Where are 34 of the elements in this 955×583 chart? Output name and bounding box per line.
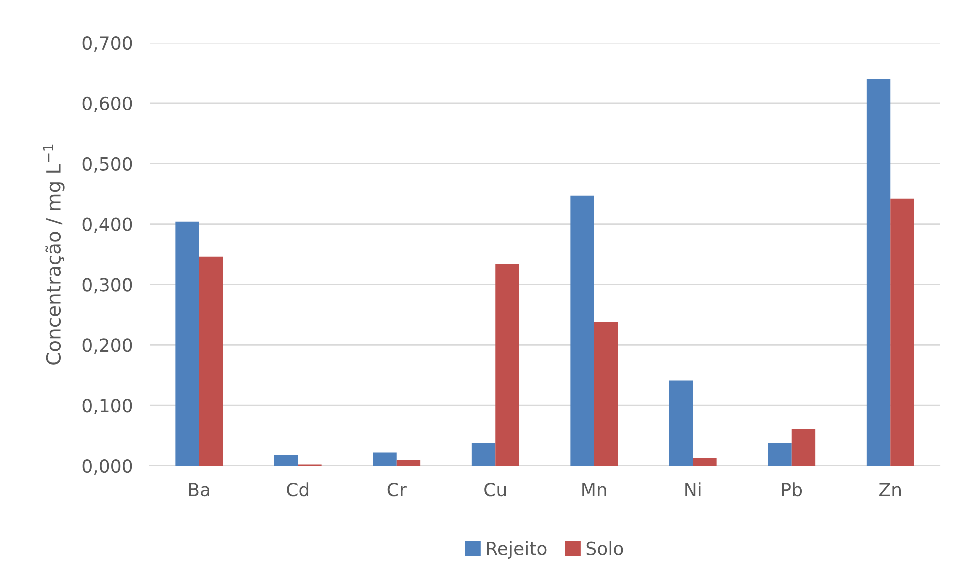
x-tick-label: Ni (686, 482, 701, 496)
y-tick-label: 0,100 (82, 399, 132, 415)
y-tick-label: 0,300 (82, 278, 132, 294)
bar (373, 452, 397, 466)
y-tick-label: 0,000 (82, 459, 132, 475)
legend-label: Rejeito (487, 541, 547, 559)
legend-label: Solo (586, 541, 624, 556)
x-tick-label: Cu (484, 482, 506, 497)
bar (570, 196, 594, 466)
y-axis-title: Concentração / mg L$^{−1}$ (43, 144, 65, 365)
x-tick-label: Mn (582, 483, 606, 496)
x-tick-label: Pb (782, 482, 802, 497)
x-tick-label: Ba (189, 483, 210, 497)
bar (594, 322, 618, 466)
y-tick-label: 0,600 (82, 96, 132, 112)
bar (396, 460, 421, 466)
bar (199, 256, 224, 466)
x-tick-label: Cd (287, 482, 309, 497)
y-tick-label: 0,500 (82, 157, 132, 173)
bar (768, 443, 792, 466)
bar (866, 79, 891, 466)
bar (669, 380, 694, 466)
bar (472, 443, 496, 466)
bar (176, 222, 200, 466)
y-tick-label: 0,400 (82, 218, 132, 234)
y-tick-label: 0,700 (82, 36, 132, 52)
bar (274, 455, 298, 466)
bar (693, 458, 717, 466)
x-tick-label: Zn (880, 483, 901, 496)
bar (496, 264, 520, 466)
bar (890, 198, 914, 466)
bar (792, 429, 816, 466)
y-tick-label: 0,200 (82, 338, 132, 354)
x-tick-label: Cr (388, 482, 407, 497)
